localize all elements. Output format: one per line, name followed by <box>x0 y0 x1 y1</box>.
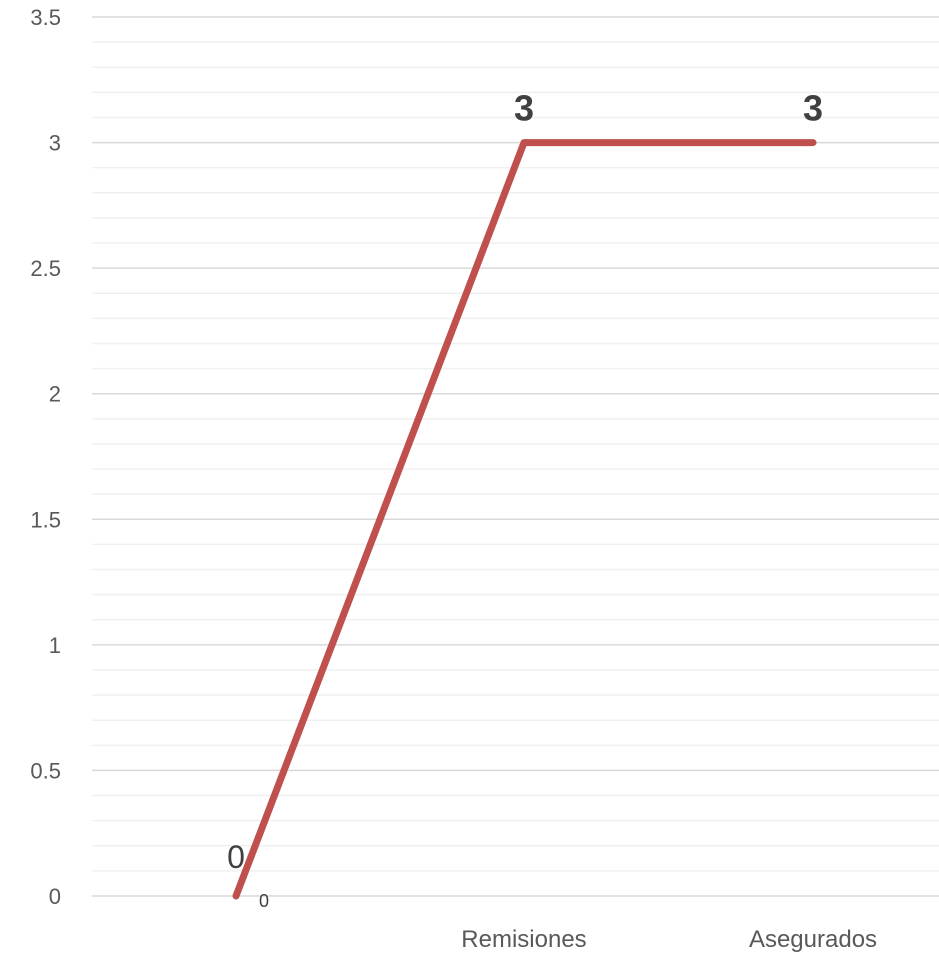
data-label-secondary: 0 <box>259 891 269 911</box>
x-category-label: Asegurados <box>749 926 877 953</box>
data-label: 0 <box>227 839 245 875</box>
x-axis-categories: Remisiones Asegurados <box>461 926 877 953</box>
y-tick-label: 2 <box>49 382 61 407</box>
x-category-label: Remisiones <box>461 926 586 953</box>
y-tick-label: 1 <box>49 633 61 658</box>
y-tick-label: 3.5 <box>30 5 61 30</box>
data-label: 3 <box>514 88 534 129</box>
series-line <box>232 139 817 900</box>
y-tick-label: 1.5 <box>30 507 61 532</box>
data-labels: 0 3 3 0 <box>227 88 823 911</box>
series-group <box>232 139 817 900</box>
major-gridlines <box>92 16 939 897</box>
y-tick-label: 0.5 <box>30 758 61 783</box>
data-label: 3 <box>803 88 823 129</box>
y-tick-label: 3 <box>49 131 61 156</box>
y-tick-label: 2.5 <box>30 256 61 281</box>
y-tick-label: 0 <box>49 884 61 909</box>
y-axis-ticks: 0 0.5 1 1.5 2 2.5 3 3.5 <box>30 5 61 909</box>
minor-gridlines <box>92 41 939 872</box>
